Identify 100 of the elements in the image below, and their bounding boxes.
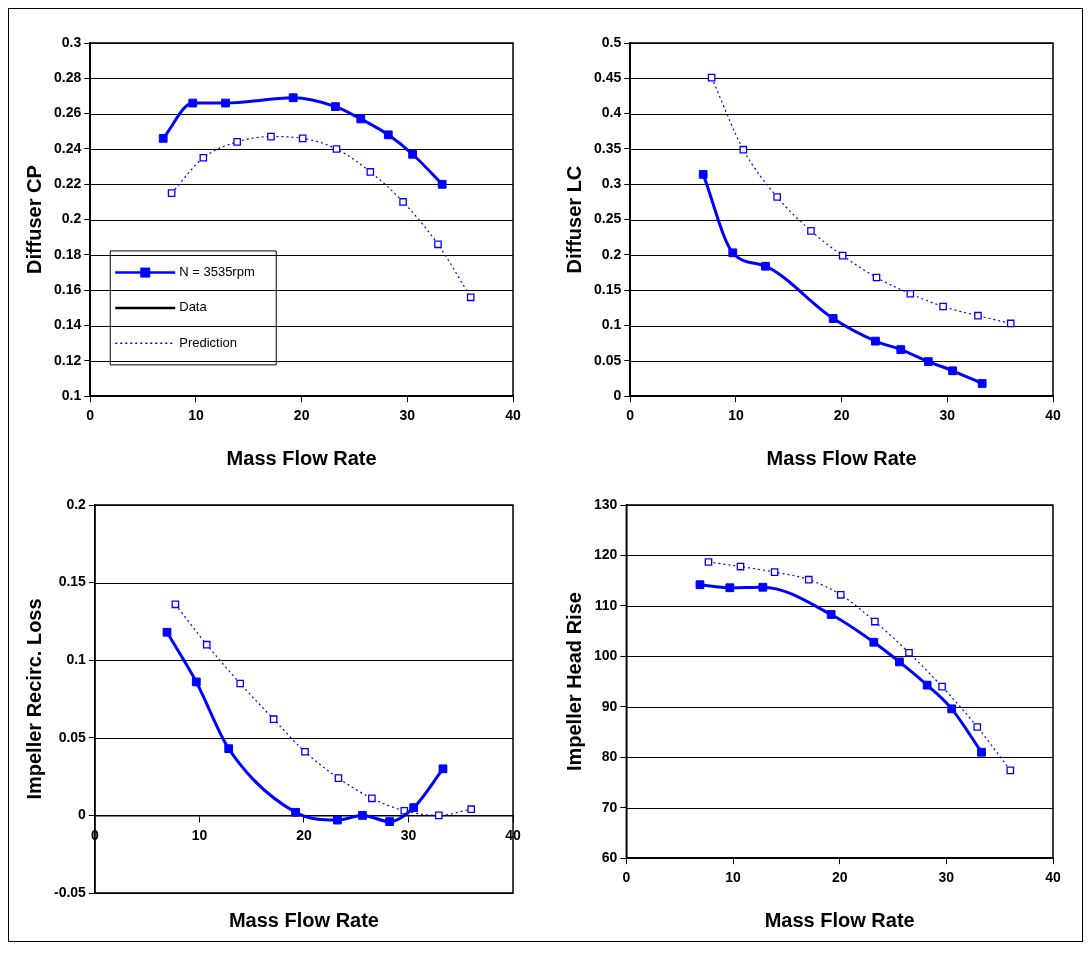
y-tick-label: 90 (601, 697, 618, 714)
y-tick-label: 0.3 (61, 33, 82, 50)
point (906, 289, 915, 298)
y-tick-label: 110 (594, 596, 618, 613)
x-tick-label: 30 (938, 869, 955, 886)
point (758, 582, 768, 592)
point (973, 723, 982, 731)
point (167, 189, 176, 197)
point (437, 179, 447, 189)
point (233, 138, 241, 146)
point (332, 145, 341, 153)
y-tick-label: 0.1 (601, 316, 622, 333)
y-tick-label: 70 (601, 798, 618, 815)
point (948, 366, 957, 376)
x-axis-title: Mass Flow Rate (764, 908, 915, 931)
x-tick-label: 20 (833, 407, 850, 424)
point (269, 715, 278, 724)
point (773, 193, 781, 201)
x-tick-label: 20 (831, 869, 848, 886)
y-tick-label: 0.1 (61, 387, 82, 404)
point (467, 805, 476, 814)
point (761, 261, 770, 271)
y-tick-label: 0.2 (66, 495, 87, 512)
point (434, 240, 442, 249)
y-tick-label: 0.15 (58, 573, 87, 590)
point (366, 168, 375, 176)
point (869, 637, 879, 647)
point (698, 170, 708, 179)
y-axis-title: Diffuser CP (22, 165, 45, 275)
point (434, 811, 443, 820)
x-tick-label: 20 (296, 826, 312, 843)
point (938, 682, 946, 691)
point (838, 251, 847, 260)
y-tick-label: 0.5 (601, 33, 622, 50)
y-axis-title: Impeller Head Rise (562, 592, 585, 772)
y-tick-label: -0.05 (53, 883, 87, 900)
y-tick-label: 60 (601, 849, 618, 866)
point (438, 764, 448, 774)
y-tick-label: 130 (594, 495, 618, 512)
y-tick-label: 0.1 (66, 651, 87, 668)
x-tick-label: 40 (1045, 869, 1061, 886)
point (704, 558, 713, 566)
point (202, 640, 211, 649)
point (871, 336, 880, 346)
y-tick-label: 0.14 (54, 316, 82, 333)
point (399, 198, 407, 206)
point (385, 817, 395, 826)
point (804, 575, 813, 584)
point (158, 133, 168, 143)
y-tick-label: 0.2 (601, 245, 622, 262)
point (807, 227, 815, 235)
x-tick-label: 30 (400, 826, 417, 843)
y-tick-label: 0.2 (61, 210, 82, 227)
point (695, 580, 705, 590)
point (191, 677, 201, 687)
point (301, 747, 309, 756)
x-axis-title: Mass Flow Rate (226, 446, 377, 469)
y-tick-label: 100 (594, 647, 618, 664)
point (977, 379, 987, 388)
point (188, 98, 198, 108)
x-tick-label: 10 (728, 407, 744, 424)
y-tick-label: 80 (601, 748, 618, 765)
x-tick-label: 10 (188, 407, 204, 424)
point (298, 134, 307, 143)
point (947, 704, 957, 714)
x-axis-title: Mass Flow Rate (228, 908, 379, 931)
y-tick-label: 0.12 (54, 351, 82, 368)
y-tick-label: 0.22 (54, 175, 82, 192)
point (334, 774, 343, 782)
y-tick-label: 0.3 (601, 175, 622, 192)
y-tick-label: 0.45 (594, 69, 622, 86)
point (895, 657, 904, 667)
point (236, 679, 245, 688)
y-axis-title: Impeller Recirc. Loss (22, 598, 45, 800)
point (974, 311, 982, 320)
y-tick-label: 0 (78, 806, 87, 823)
point (1006, 319, 1015, 328)
x-tick-label: 20 (293, 407, 310, 424)
point (267, 132, 275, 141)
legend-label: N = 3535rpm (179, 264, 255, 280)
point (923, 357, 933, 366)
y-tick-label: 0.35 (594, 139, 622, 156)
point (725, 583, 735, 593)
y-tick-label: 0 (613, 387, 622, 404)
point (333, 815, 342, 825)
point (466, 293, 475, 302)
x-tick-label: 30 (939, 407, 956, 424)
x-tick-label: 10 (725, 869, 742, 886)
point (871, 617, 879, 626)
y-axis-title: Diffuser LC (562, 165, 585, 274)
x-tick-label: 40 (1045, 407, 1061, 424)
x-tick-label: 0 (626, 407, 635, 424)
point (826, 610, 836, 619)
x-tick-label: 40 (505, 407, 521, 424)
y-tick-label: 0.05 (594, 351, 622, 368)
point (291, 807, 300, 817)
legend-label: Prediction (179, 334, 238, 350)
point (383, 130, 393, 140)
point (221, 98, 230, 108)
point (288, 93, 298, 103)
